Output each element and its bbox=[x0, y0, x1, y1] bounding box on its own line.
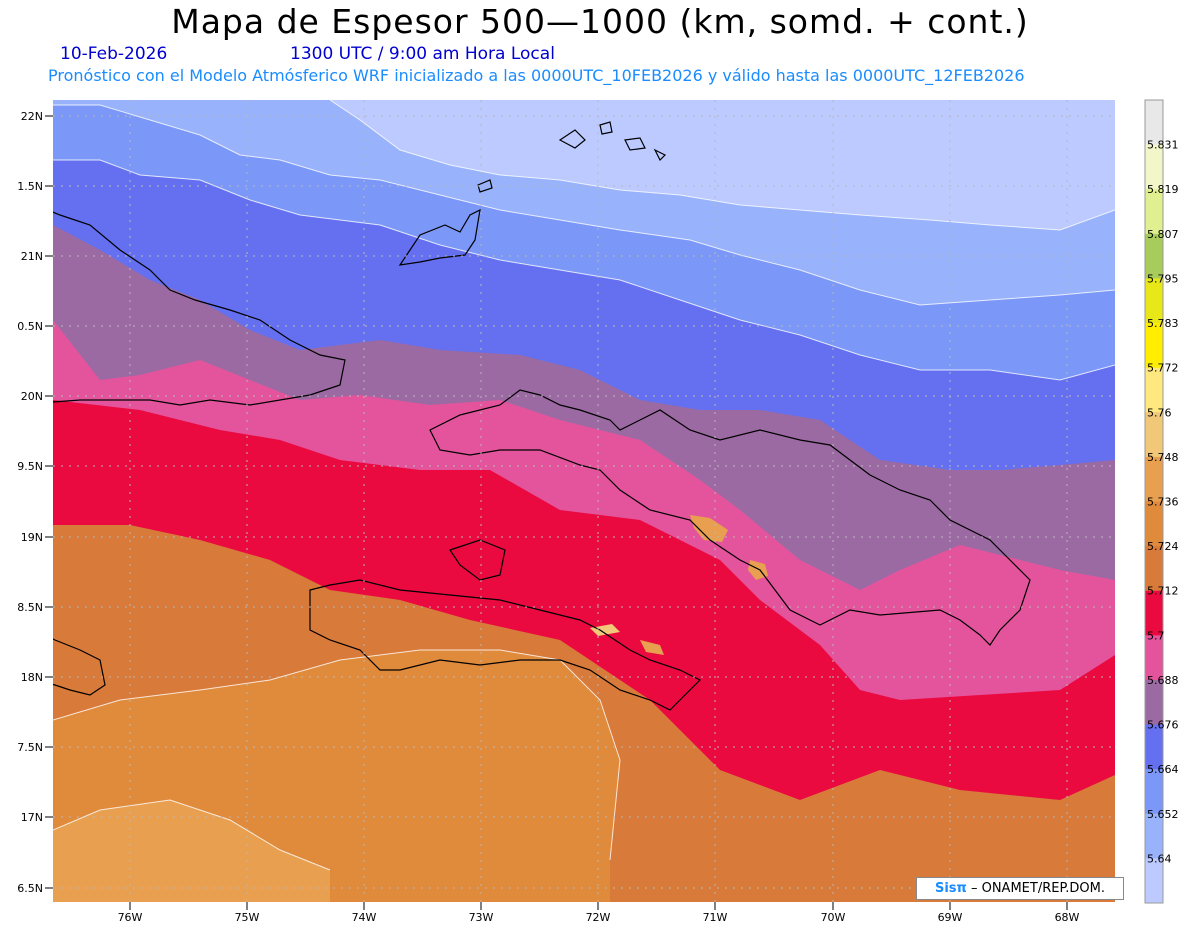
colorbar-swatch bbox=[1145, 546, 1163, 592]
lon-label: 70W bbox=[821, 911, 846, 924]
colorbar-swatch bbox=[1145, 456, 1163, 502]
coastlines bbox=[53, 121, 1031, 711]
lat-label: 20N bbox=[21, 390, 43, 403]
map-title: Mapa de Espesor 500—1000 (km, somd. + co… bbox=[171, 2, 1029, 41]
lat-label: 9.5N bbox=[17, 460, 43, 473]
thickness-fill bbox=[53, 100, 1115, 902]
colorbar-label: 5.783 bbox=[1147, 317, 1179, 330]
colorbar-label: 5.64 bbox=[1147, 852, 1172, 865]
forecast-time: 1300 UTC / 9:00 am Hora Local bbox=[290, 44, 555, 64]
colorbar: 5.831 5.819 5.807 5.795 5.783 5.772 5.76 5.748 5… bbox=[1144, 99, 1179, 904]
colorbar-label: 5.795 bbox=[1147, 272, 1179, 285]
lat-label: 6.5N bbox=[17, 882, 43, 895]
lat-label: 21N bbox=[21, 250, 43, 263]
colorbar-label: 5.688 bbox=[1147, 674, 1179, 687]
colorbar-swatch bbox=[1145, 590, 1163, 636]
lon-label: 72W bbox=[586, 911, 611, 924]
lon-label: 74W bbox=[352, 911, 377, 924]
colorbar-label: 5.807 bbox=[1147, 228, 1179, 241]
colorbar-label: 5.676 bbox=[1147, 719, 1179, 732]
colorbar-frame bbox=[1144, 99, 1164, 904]
colorbar-swatch bbox=[1145, 858, 1163, 904]
colorbar-swatch bbox=[1145, 367, 1163, 413]
lat-label: 1.5N bbox=[17, 180, 43, 193]
lon-label: 69W bbox=[938, 911, 963, 924]
lat-label: 0.5N bbox=[17, 320, 43, 333]
lon-label: 73W bbox=[469, 911, 494, 924]
lon-labels: 76W 75W 74W 73W 72W 71W 70W 69W 68W bbox=[118, 911, 1080, 924]
axis-ticks bbox=[45, 115, 1068, 910]
colorbar-swatch bbox=[1145, 635, 1163, 681]
colorbar-swatch bbox=[1145, 724, 1163, 770]
colorbar-swatch bbox=[1145, 769, 1163, 815]
colorbar-label: 5.76 bbox=[1147, 406, 1172, 419]
colorbar-label: 5.819 bbox=[1147, 183, 1179, 196]
lon-label: 71W bbox=[703, 911, 728, 924]
colorbar-swatch bbox=[1145, 813, 1163, 859]
colorbar-swatch bbox=[1145, 501, 1163, 547]
lon-label: 75W bbox=[235, 911, 260, 924]
colorbar-label: 5.748 bbox=[1147, 451, 1179, 464]
colorbar-swatch bbox=[1145, 144, 1163, 190]
lon-label: 76W bbox=[118, 911, 143, 924]
colorbar-swatch bbox=[1145, 100, 1163, 146]
colorbar-swatch bbox=[1145, 189, 1163, 235]
graticule bbox=[53, 100, 1115, 902]
colorbar-swatch bbox=[1145, 233, 1163, 279]
colorbar-label: 5.652 bbox=[1147, 808, 1179, 821]
forecast-description: Pronóstico con el Modelo Atmósferico WRF… bbox=[48, 66, 1025, 85]
lon-label: 68W bbox=[1055, 911, 1080, 924]
lat-label: 8.5N bbox=[17, 601, 43, 614]
lat-label: 18N bbox=[21, 671, 43, 684]
colorbar-swatch bbox=[1145, 278, 1163, 324]
lat-label: 22N bbox=[21, 110, 43, 123]
lat-label: 7.5N bbox=[17, 741, 43, 754]
colorbar-label: 5.712 bbox=[1147, 585, 1179, 598]
forecast-date: 10-Feb-2026 bbox=[60, 44, 168, 64]
lat-label: 19N bbox=[21, 531, 43, 544]
colorbar-swatch bbox=[1145, 323, 1163, 369]
colorbar-label: 5.736 bbox=[1147, 496, 1179, 509]
colorbar-label: 5.772 bbox=[1147, 362, 1179, 375]
colorbar-label: 5.7 bbox=[1147, 629, 1165, 642]
sispi-logo: Sisπ bbox=[934, 881, 967, 896]
lat-labels: 22N 1.5N 21N 0.5N 20N 9.5N 19N 8.5N 18N … bbox=[17, 110, 43, 895]
credit-text: – ONAMET/REP.DOM. bbox=[970, 881, 1105, 896]
colorbar-label: 5.724 bbox=[1147, 540, 1179, 553]
colorbar-swatch bbox=[1145, 412, 1163, 458]
lat-label: 17N bbox=[21, 811, 43, 824]
colorbar-label: 5.831 bbox=[1147, 139, 1179, 152]
credit-box: Sisπ – ONAMET/REP.DOM. bbox=[916, 877, 1124, 900]
thickness-contours bbox=[53, 100, 1115, 871]
colorbar-label: 5.664 bbox=[1147, 763, 1179, 776]
colorbar-swatch bbox=[1145, 679, 1163, 726]
